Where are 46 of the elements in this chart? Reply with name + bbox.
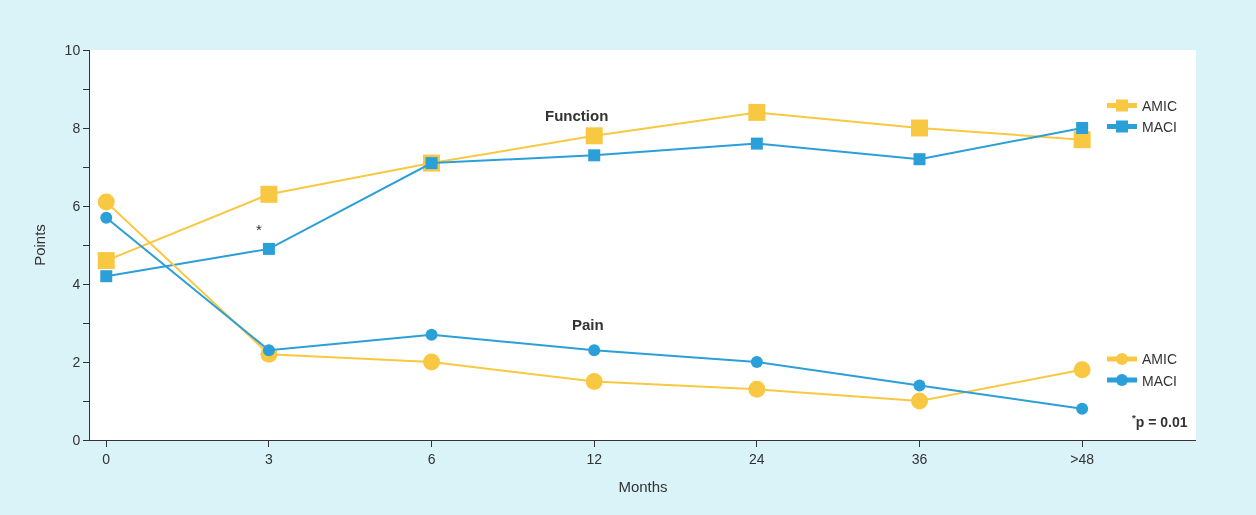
x-axis-title: Months <box>618 477 668 495</box>
y-tick-label: 10 <box>64 41 81 58</box>
point <box>425 328 438 341</box>
annotation: Pain <box>572 316 604 333</box>
point <box>911 392 928 410</box>
point <box>260 185 278 203</box>
legend-label: AMIC <box>1141 351 1177 368</box>
point <box>423 353 441 371</box>
x-tick-label: 3 <box>265 450 274 467</box>
point <box>748 103 766 121</box>
x-tick-label: 36 <box>911 450 928 467</box>
legend-label: MACI <box>1141 372 1177 389</box>
point <box>1076 402 1089 415</box>
x-tick-label: 12 <box>586 450 603 467</box>
point <box>913 379 926 392</box>
y-tick-label: 2 <box>72 353 81 370</box>
y-tick-label: 4 <box>72 275 81 292</box>
point <box>911 119 928 137</box>
x-tick-label: 24 <box>749 450 765 467</box>
x-tick-label: 0 <box>102 450 111 467</box>
point <box>262 242 275 255</box>
annotation: Function <box>545 107 609 124</box>
annotation: $^{*}$p = 0.01 <box>1132 412 1188 430</box>
point <box>588 344 601 357</box>
point <box>97 252 115 270</box>
point <box>1073 361 1091 379</box>
point <box>97 193 115 211</box>
annotation: * <box>256 221 262 238</box>
point <box>750 356 763 368</box>
point <box>100 211 113 224</box>
point <box>913 153 926 166</box>
point <box>748 380 766 398</box>
x-tick-label: >48 <box>1070 450 1095 467</box>
point <box>1076 122 1089 134</box>
x-tick-label: 6 <box>427 450 436 467</box>
y-tick-label: 6 <box>72 197 81 214</box>
legend-label: AMIC <box>1141 97 1177 114</box>
y-tick-label: 0 <box>72 431 81 448</box>
point <box>750 137 763 150</box>
point <box>585 373 603 390</box>
legend-label: MACI <box>1141 119 1177 136</box>
y-axis-title: Points <box>30 224 48 266</box>
point <box>588 149 601 162</box>
y-tick-label: 8 <box>72 119 81 136</box>
point <box>100 270 113 283</box>
point <box>585 127 603 145</box>
